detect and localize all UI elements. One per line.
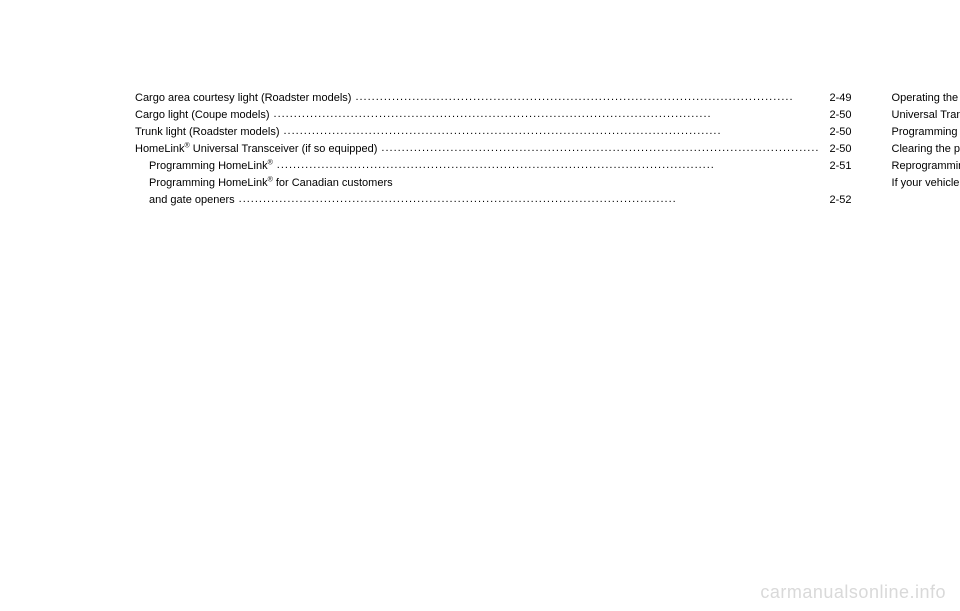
- watermark: carmanualsonline.info: [760, 582, 946, 603]
- toc-entry: Clearing the programmed information.....…: [892, 141, 960, 158]
- toc-entry: Reprogramming a single HomeLink® button.…: [892, 158, 960, 175]
- toc-page: 2-50: [829, 141, 851, 158]
- right-column: Operating the HomeLink®Universal Transce…: [892, 90, 960, 209]
- toc-entry-continuation: and gate openers........................…: [135, 192, 852, 209]
- toc-entry: Programming HomeLink®...................…: [135, 158, 852, 175]
- toc-label: Reprogramming a single HomeLink® button: [892, 158, 960, 175]
- toc-entry: Programming HomeLink® for Canadian custo…: [135, 175, 852, 192]
- toc-entry-continuation: Universal Transceiver...................…: [892, 107, 960, 124]
- toc-entry: Cargo area courtesy light (Roadster mode…: [135, 90, 852, 107]
- toc-label: Programming troubleshooting: [892, 124, 960, 141]
- toc-label: and gate openers: [149, 192, 235, 209]
- toc-dots: ........................................…: [239, 192, 820, 208]
- toc-entry: Programming troubleshooting.............…: [892, 124, 960, 141]
- toc-dots: ........................................…: [355, 90, 819, 106]
- toc-label: Trunk light (Roadster models): [135, 124, 279, 141]
- toc-label: If your vehicle is stolen: [892, 175, 960, 192]
- toc-page: 2-49: [829, 90, 851, 107]
- toc-dots: ........................................…: [381, 141, 819, 157]
- toc-label: Programming HomeLink® for Canadian custo…: [149, 175, 393, 192]
- toc-entry: Trunk light (Roadster models)...........…: [135, 124, 852, 141]
- toc-label: Programming HomeLink®: [149, 158, 273, 175]
- toc-entry: If your vehicle is stolen...............…: [892, 175, 960, 192]
- toc-dots: ........................................…: [277, 158, 820, 174]
- toc-label: Operating the HomeLink®: [892, 90, 960, 107]
- toc-page: 2-51: [829, 158, 851, 175]
- toc-entry: HomeLink® Universal Transceiver (if so e…: [135, 141, 852, 158]
- toc-dots: ........................................…: [283, 124, 819, 140]
- toc-page: 2-50: [829, 107, 851, 124]
- toc-page: 2-52: [829, 192, 851, 209]
- toc-label: Clearing the programmed information: [892, 141, 960, 158]
- toc-label: Cargo light (Coupe models): [135, 107, 270, 124]
- toc-label: Cargo area courtesy light (Roadster mode…: [135, 90, 351, 107]
- page-content: Cargo area courtesy light (Roadster mode…: [0, 0, 960, 209]
- toc-entry: Operating the HomeLink®: [892, 90, 960, 107]
- left-column: Cargo area courtesy light (Roadster mode…: [135, 90, 852, 209]
- toc-page: 2-50: [829, 124, 851, 141]
- toc-label: Universal Transceiver: [892, 107, 960, 124]
- toc-entry: Cargo light (Coupe models)..............…: [135, 107, 852, 124]
- toc-dots: ........................................…: [274, 107, 820, 123]
- toc-label: HomeLink® Universal Transceiver (if so e…: [135, 141, 377, 158]
